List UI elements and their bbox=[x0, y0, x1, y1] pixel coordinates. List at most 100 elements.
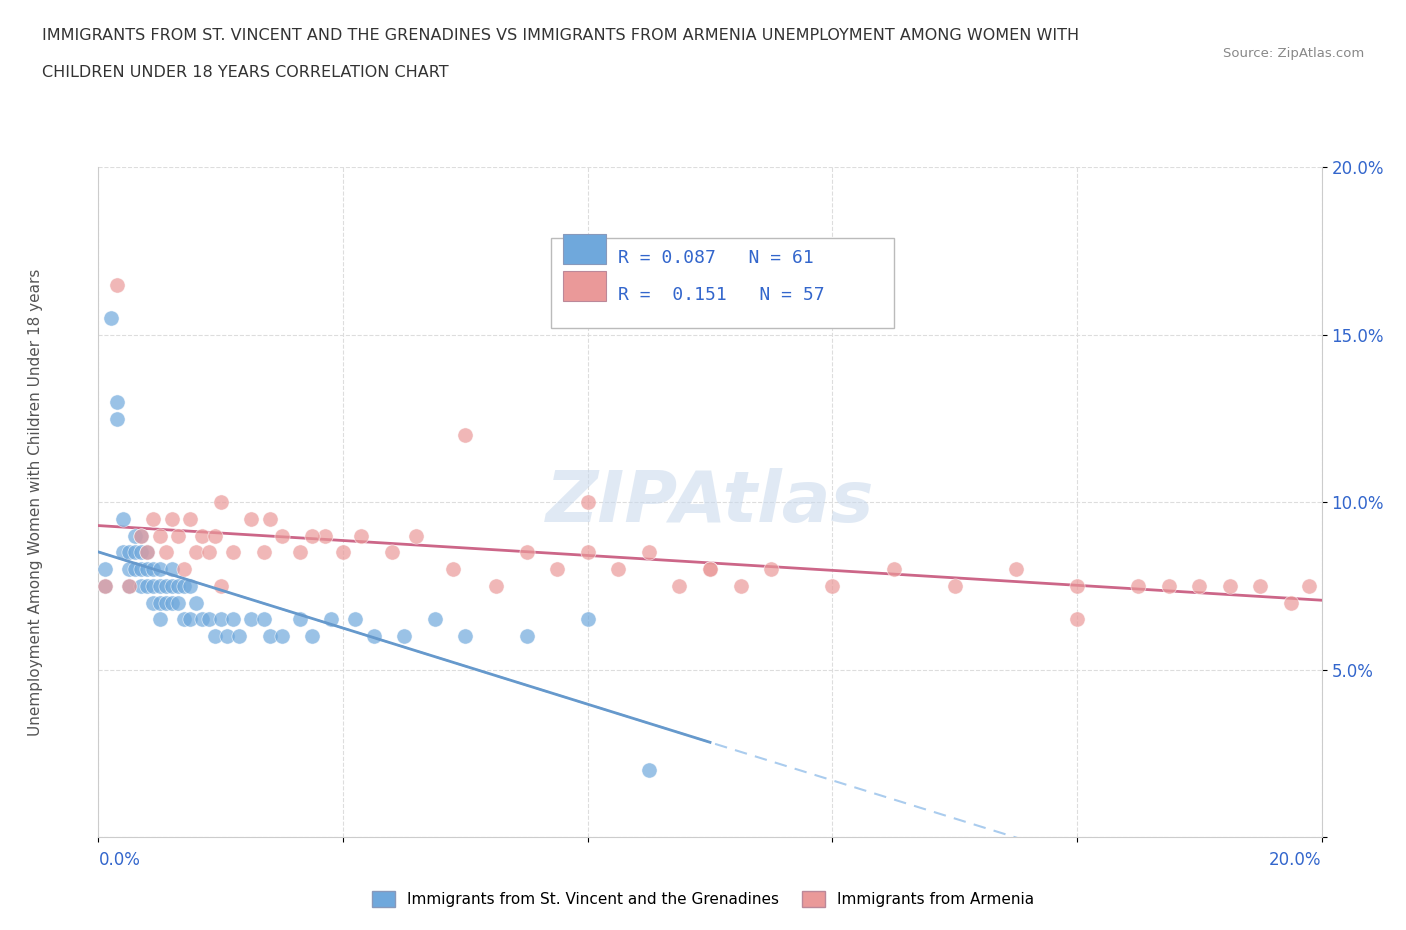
Point bbox=[149, 562, 172, 577]
Point bbox=[215, 629, 238, 644]
Point bbox=[191, 528, 214, 543]
Point bbox=[173, 578, 195, 593]
Point bbox=[204, 528, 226, 543]
Point bbox=[179, 578, 201, 593]
Text: Unemployment Among Women with Children Under 18 years: Unemployment Among Women with Children U… bbox=[28, 269, 42, 736]
Point bbox=[252, 612, 274, 627]
Point bbox=[668, 578, 690, 593]
Point bbox=[240, 512, 263, 526]
Point bbox=[209, 612, 232, 627]
Point bbox=[314, 528, 336, 543]
Point bbox=[222, 612, 245, 627]
Point bbox=[186, 545, 208, 560]
Point bbox=[160, 512, 183, 526]
Point bbox=[191, 612, 214, 627]
Point bbox=[179, 512, 201, 526]
Point bbox=[270, 629, 292, 644]
Point bbox=[129, 528, 152, 543]
Point bbox=[943, 578, 966, 593]
Point bbox=[1249, 578, 1271, 593]
Point bbox=[155, 578, 177, 593]
Text: ZIPAtlas: ZIPAtlas bbox=[546, 468, 875, 537]
Point bbox=[1157, 578, 1180, 593]
Point bbox=[1298, 578, 1320, 593]
Text: 0.0%: 0.0% bbox=[98, 851, 141, 869]
Point bbox=[136, 578, 159, 593]
Point bbox=[129, 528, 152, 543]
Point bbox=[105, 394, 128, 409]
Point bbox=[197, 612, 219, 627]
Legend: Immigrants from St. Vincent and the Grenadines, Immigrants from Armenia: Immigrants from St. Vincent and the Gren… bbox=[366, 884, 1040, 913]
Point bbox=[111, 545, 134, 560]
Point bbox=[423, 612, 446, 627]
Point bbox=[821, 578, 844, 593]
Point bbox=[129, 545, 152, 560]
Point bbox=[576, 545, 599, 560]
Text: IMMIGRANTS FROM ST. VINCENT AND THE GRENADINES VS IMMIGRANTS FROM ARMENIA UNEMPL: IMMIGRANTS FROM ST. VINCENT AND THE GREN… bbox=[42, 28, 1080, 43]
Point bbox=[100, 311, 122, 325]
Point bbox=[118, 562, 141, 577]
Point bbox=[142, 578, 165, 593]
Point bbox=[637, 545, 661, 560]
Point bbox=[149, 578, 172, 593]
Point bbox=[516, 629, 538, 644]
Bar bbox=[564, 234, 606, 264]
Point bbox=[142, 595, 165, 610]
Point bbox=[301, 528, 323, 543]
Point bbox=[699, 562, 721, 577]
Point bbox=[142, 512, 165, 526]
Point bbox=[149, 528, 172, 543]
Point bbox=[118, 578, 141, 593]
Point bbox=[441, 562, 464, 577]
Point bbox=[637, 763, 661, 777]
FancyBboxPatch shape bbox=[551, 238, 894, 328]
Point bbox=[173, 562, 195, 577]
Point bbox=[392, 629, 416, 644]
Point bbox=[350, 528, 373, 543]
Text: 20.0%: 20.0% bbox=[1270, 851, 1322, 869]
Point bbox=[111, 512, 134, 526]
Point bbox=[290, 545, 312, 560]
Point bbox=[454, 428, 477, 443]
Point bbox=[197, 545, 219, 560]
Point bbox=[301, 629, 323, 644]
Point bbox=[124, 562, 146, 577]
Point bbox=[136, 562, 159, 577]
Point bbox=[160, 595, 183, 610]
Point bbox=[259, 629, 281, 644]
Point bbox=[129, 562, 152, 577]
Point bbox=[1188, 578, 1211, 593]
Point bbox=[155, 545, 177, 560]
Point bbox=[1279, 595, 1302, 610]
Point bbox=[179, 612, 201, 627]
Point bbox=[155, 595, 177, 610]
Point bbox=[124, 545, 146, 560]
Point bbox=[118, 578, 141, 593]
Point bbox=[454, 629, 477, 644]
Point bbox=[252, 545, 274, 560]
Point bbox=[730, 578, 752, 593]
Point bbox=[160, 578, 183, 593]
Point bbox=[607, 562, 630, 577]
Point bbox=[240, 612, 263, 627]
Point bbox=[1128, 578, 1150, 593]
Point bbox=[516, 545, 538, 560]
Point bbox=[149, 595, 172, 610]
Point bbox=[93, 562, 115, 577]
Point bbox=[546, 562, 568, 577]
Point bbox=[118, 545, 141, 560]
Point bbox=[363, 629, 385, 644]
Point bbox=[209, 495, 232, 510]
Point bbox=[1004, 562, 1026, 577]
Point bbox=[485, 578, 508, 593]
Point bbox=[160, 562, 183, 577]
Point bbox=[759, 562, 782, 577]
Point bbox=[93, 578, 115, 593]
Point bbox=[136, 545, 159, 560]
Point bbox=[576, 495, 599, 510]
Point bbox=[290, 612, 312, 627]
Point bbox=[259, 512, 281, 526]
Point bbox=[167, 578, 190, 593]
Point bbox=[699, 562, 721, 577]
Point bbox=[129, 578, 152, 593]
